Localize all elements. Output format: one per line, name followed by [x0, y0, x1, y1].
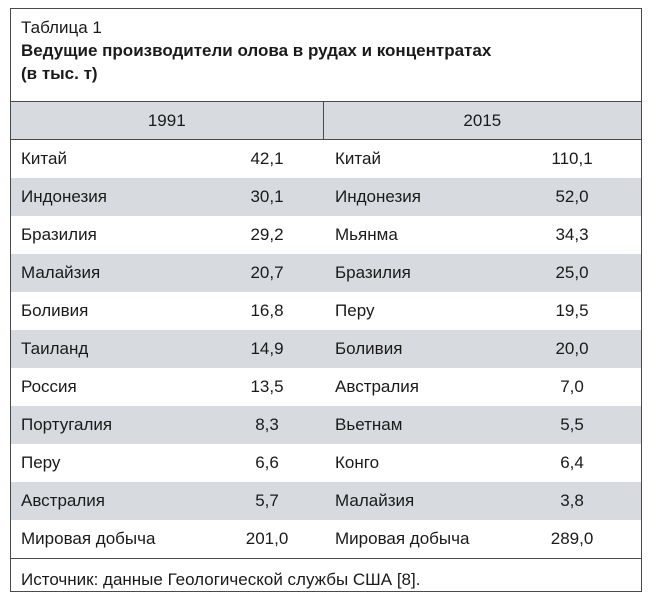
country-1991: Россия [11, 368, 211, 406]
value-1991: 8,3 [211, 406, 323, 444]
value-1991: 29,2 [211, 216, 323, 254]
value-2015: 25,0 [503, 254, 641, 292]
table-caption: Таблица 1 Ведущие производители олова в … [11, 9, 641, 101]
country-1991: Индонезия [11, 178, 211, 216]
value-2015: 19,5 [503, 292, 641, 330]
country-2015: Перу [323, 292, 503, 330]
header-year-2015: 2015 [323, 102, 641, 140]
value-1991: 20,7 [211, 254, 323, 292]
table-row: Малайзия 20,7 Бразилия 25,0 [11, 254, 641, 292]
value-2015: 7,0 [503, 368, 641, 406]
source-note: Источник: данные Геологической службы СШ… [11, 558, 641, 600]
table-row: Перу 6,6 Конго 6,4 [11, 444, 641, 482]
table-row: Китай 42,1 Китай 110,1 [11, 140, 641, 179]
country-2015: Мьянма [323, 216, 503, 254]
value-2015: 20,0 [503, 330, 641, 368]
header-year-1991: 1991 [11, 102, 323, 140]
value-1991: 201,0 [211, 520, 323, 558]
value-1991: 16,8 [211, 292, 323, 330]
country-1991: Перу [11, 444, 211, 482]
table-title-line-1: Ведущие производители олова в рудах и ко… [21, 39, 631, 62]
table-number: Таблица 1 [21, 17, 631, 39]
country-1991: Австралия [11, 482, 211, 520]
country-2015: Мировая добыча [323, 520, 503, 558]
table-body: Китай 42,1 Китай 110,1 Индонезия 30,1 Индонези… [11, 140, 641, 559]
table-title: Ведущие производители олова в рудах и ко… [21, 39, 631, 85]
table-row: Бразилия 29,2 Мьянма 34,3 [11, 216, 641, 254]
country-2015: Малайзия [323, 482, 503, 520]
table-row: Россия 13,5 Австралия 7,0 [11, 368, 641, 406]
value-2015: 110,1 [503, 140, 641, 179]
table-header-row: 1991 2015 [11, 102, 641, 140]
value-2015: 3,8 [503, 482, 641, 520]
value-2015: 34,3 [503, 216, 641, 254]
country-1991: Мировая добыча [11, 520, 211, 558]
table-row: Мировая добыча 201,0 Мировая добыча 289,0 [11, 520, 641, 558]
country-2015: Боливия [323, 330, 503, 368]
value-1991: 5,7 [211, 482, 323, 520]
country-2015: Вьетнам [323, 406, 503, 444]
table-row: Боливия 16,8 Перу 19,5 [11, 292, 641, 330]
table-row: Португалия 8,3 Вьетнам 5,5 [11, 406, 641, 444]
value-2015: 5,5 [503, 406, 641, 444]
country-2015: Бразилия [323, 254, 503, 292]
country-1991: Бразилия [11, 216, 211, 254]
value-1991: 14,9 [211, 330, 323, 368]
country-2015: Китай [323, 140, 503, 179]
country-2015: Австралия [323, 368, 503, 406]
country-1991: Боливия [11, 292, 211, 330]
value-1991: 30,1 [211, 178, 323, 216]
country-1991: Таиланд [11, 330, 211, 368]
country-1991: Малайзия [11, 254, 211, 292]
country-1991: Португалия [11, 406, 211, 444]
value-1991: 6,6 [211, 444, 323, 482]
table-row: Индонезия 30,1 Индонезия 52,0 [11, 178, 641, 216]
country-2015: Конго [323, 444, 503, 482]
value-1991: 13,5 [211, 368, 323, 406]
value-2015: 289,0 [503, 520, 641, 558]
value-2015: 6,4 [503, 444, 641, 482]
tin-producers-table: 1991 2015 Китай 42,1 Китай 110,1 Индонезия 30… [11, 101, 641, 558]
table-title-line-2: (в тыс. т) [21, 62, 631, 85]
value-1991: 42,1 [211, 140, 323, 179]
value-2015: 52,0 [503, 178, 641, 216]
table-frame: Таблица 1 Ведущие производители олова в … [10, 8, 642, 592]
country-1991: Китай [11, 140, 211, 179]
country-2015: Индонезия [323, 178, 503, 216]
table-row: Таиланд 14,9 Боливия 20,0 [11, 330, 641, 368]
table-row: Австралия 5,7 Малайзия 3,8 [11, 482, 641, 520]
